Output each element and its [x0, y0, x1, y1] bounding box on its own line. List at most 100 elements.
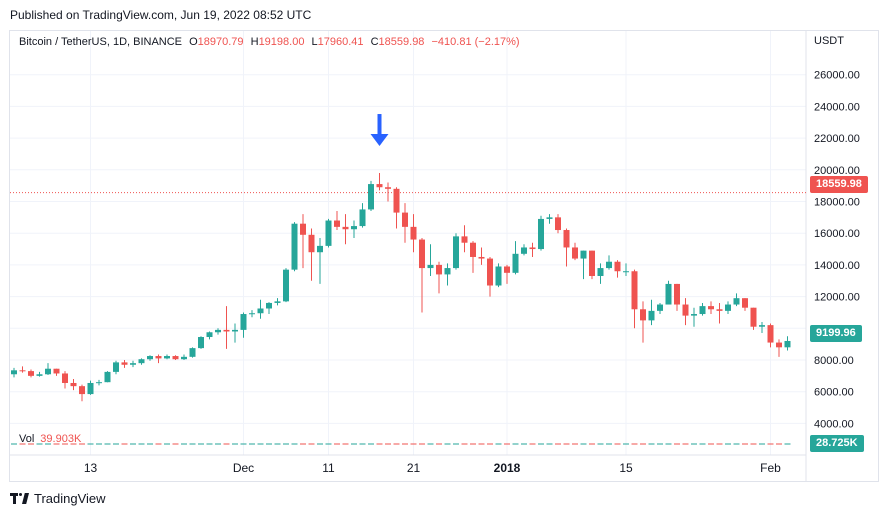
candle-down[interactable] — [750, 307, 757, 330]
candle-down[interactable] — [385, 182, 391, 202]
time-tick-label: Dec — [233, 461, 254, 475]
candle-up[interactable] — [665, 280, 672, 305]
candle-down[interactable] — [53, 368, 60, 376]
candle-down[interactable] — [674, 283, 680, 311]
candle-up[interactable] — [87, 380, 94, 395]
candle-down[interactable] — [716, 302, 723, 324]
candle-up[interactable] — [691, 307, 697, 327]
candle-down[interactable] — [478, 247, 485, 265]
candle-down[interactable] — [470, 241, 476, 273]
candle-up[interactable] — [291, 222, 298, 272]
candle-up[interactable] — [113, 360, 119, 375]
candle-up[interactable] — [198, 336, 204, 349]
candle-down[interactable] — [223, 306, 230, 349]
candle-down[interactable] — [419, 237, 425, 313]
candle-up[interactable] — [648, 299, 655, 326]
candle-up[interactable] — [164, 354, 170, 360]
candle-up[interactable] — [206, 331, 213, 340]
candle-down[interactable] — [708, 301, 714, 315]
candle-down[interactable] — [487, 256, 493, 297]
candle-down[interactable] — [614, 260, 621, 278]
candle-down[interactable] — [572, 242, 578, 261]
candle-down[interactable] — [70, 379, 77, 391]
candle-up[interactable] — [274, 298, 281, 306]
candle-up[interactable] — [538, 215, 544, 251]
candle-up[interactable] — [512, 241, 519, 275]
candle-up[interactable] — [444, 263, 451, 286]
candle-up[interactable] — [325, 218, 332, 248]
volume-bar — [563, 443, 570, 445]
candle-up[interactable] — [597, 263, 604, 284]
candle-up[interactable] — [580, 250, 587, 280]
candle-down[interactable] — [436, 261, 442, 294]
candle-up[interactable] — [257, 299, 264, 319]
candle-up[interactable] — [657, 302, 663, 315]
volume-bar — [555, 443, 561, 445]
candle-down[interactable] — [767, 323, 774, 348]
candle-down[interactable] — [563, 228, 570, 267]
candle-down[interactable] — [742, 298, 748, 311]
candle-down[interactable] — [776, 339, 782, 357]
candle-down[interactable] — [79, 384, 85, 402]
candle-down[interactable] — [631, 269, 638, 329]
candle-up[interactable] — [189, 347, 196, 358]
candle-up[interactable] — [453, 233, 459, 270]
volume-bar — [376, 443, 383, 445]
candle-down[interactable] — [461, 225, 468, 253]
candle-up[interactable] — [36, 371, 43, 377]
candle-up[interactable] — [759, 321, 765, 334]
candle-up[interactable] — [784, 336, 791, 351]
candle-up[interactable] — [147, 355, 153, 361]
candle-down[interactable] — [121, 360, 128, 368]
candle-up[interactable] — [130, 360, 136, 368]
candle-down[interactable] — [300, 214, 306, 269]
candle-up[interactable] — [266, 302, 272, 315]
candle-up[interactable] — [181, 354, 187, 360]
candle-down[interactable] — [555, 214, 561, 234]
candle-up[interactable] — [11, 367, 17, 378]
candle-down[interactable] — [308, 228, 315, 281]
candle-down[interactable] — [529, 242, 536, 257]
candle-down[interactable] — [682, 298, 689, 326]
candle-up[interactable] — [317, 237, 323, 284]
candle-up[interactable] — [232, 323, 238, 343]
published-caption: Published on TradingView.com, Jun 19, 20… — [10, 8, 312, 22]
candle-down[interactable] — [393, 187, 400, 229]
candle-down[interactable] — [172, 355, 179, 360]
candle-up[interactable] — [368, 180, 374, 212]
candle-down[interactable] — [334, 211, 340, 231]
candle-down[interactable] — [504, 264, 510, 284]
candle-up[interactable] — [215, 328, 221, 335]
candle-down[interactable] — [28, 369, 34, 378]
candle-down[interactable] — [342, 214, 349, 245]
candle-up[interactable] — [45, 363, 51, 376]
candle-up[interactable] — [725, 301, 731, 315]
candle-up[interactable] — [359, 203, 366, 228]
candle-up[interactable] — [546, 214, 553, 224]
candle-up[interactable] — [249, 310, 255, 318]
candle-down[interactable] — [402, 203, 408, 243]
candle-up[interactable] — [495, 263, 502, 288]
candle-up[interactable] — [606, 255, 612, 270]
candle-down[interactable] — [410, 214, 417, 253]
volume-bar — [750, 443, 757, 445]
candle-down[interactable] — [589, 250, 595, 280]
candle-up[interactable] — [96, 379, 102, 386]
candle-down[interactable] — [155, 354, 162, 364]
candle-up[interactable] — [427, 244, 434, 276]
candle-up[interactable] — [283, 268, 289, 303]
candle-down[interactable] — [376, 172, 383, 191]
candle-up[interactable] — [351, 220, 357, 238]
footer-brand[interactable]: TradingView — [10, 491, 106, 506]
candle-up[interactable] — [699, 302, 706, 316]
candle-up[interactable] — [733, 293, 740, 307]
candle-down[interactable] — [19, 366, 26, 373]
candle-down[interactable] — [62, 371, 68, 389]
candle-up[interactable] — [623, 263, 629, 276]
candle-up[interactable] — [240, 312, 247, 338]
candle-up[interactable] — [138, 358, 145, 365]
candle-up[interactable] — [521, 244, 527, 256]
candle-up[interactable] — [104, 371, 111, 383]
candle-down[interactable] — [640, 301, 646, 343]
